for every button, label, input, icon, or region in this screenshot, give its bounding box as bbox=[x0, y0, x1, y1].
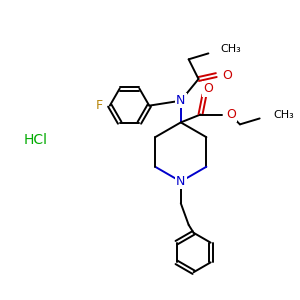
Text: CH₃: CH₃ bbox=[220, 44, 241, 55]
Text: CH₃: CH₃ bbox=[273, 110, 294, 119]
Text: O: O bbox=[203, 82, 213, 95]
Text: N: N bbox=[176, 94, 185, 107]
Text: HCl: HCl bbox=[24, 133, 48, 147]
Text: F: F bbox=[96, 99, 103, 112]
Text: O: O bbox=[222, 69, 232, 82]
Text: N: N bbox=[176, 175, 185, 188]
Text: O: O bbox=[226, 108, 236, 121]
